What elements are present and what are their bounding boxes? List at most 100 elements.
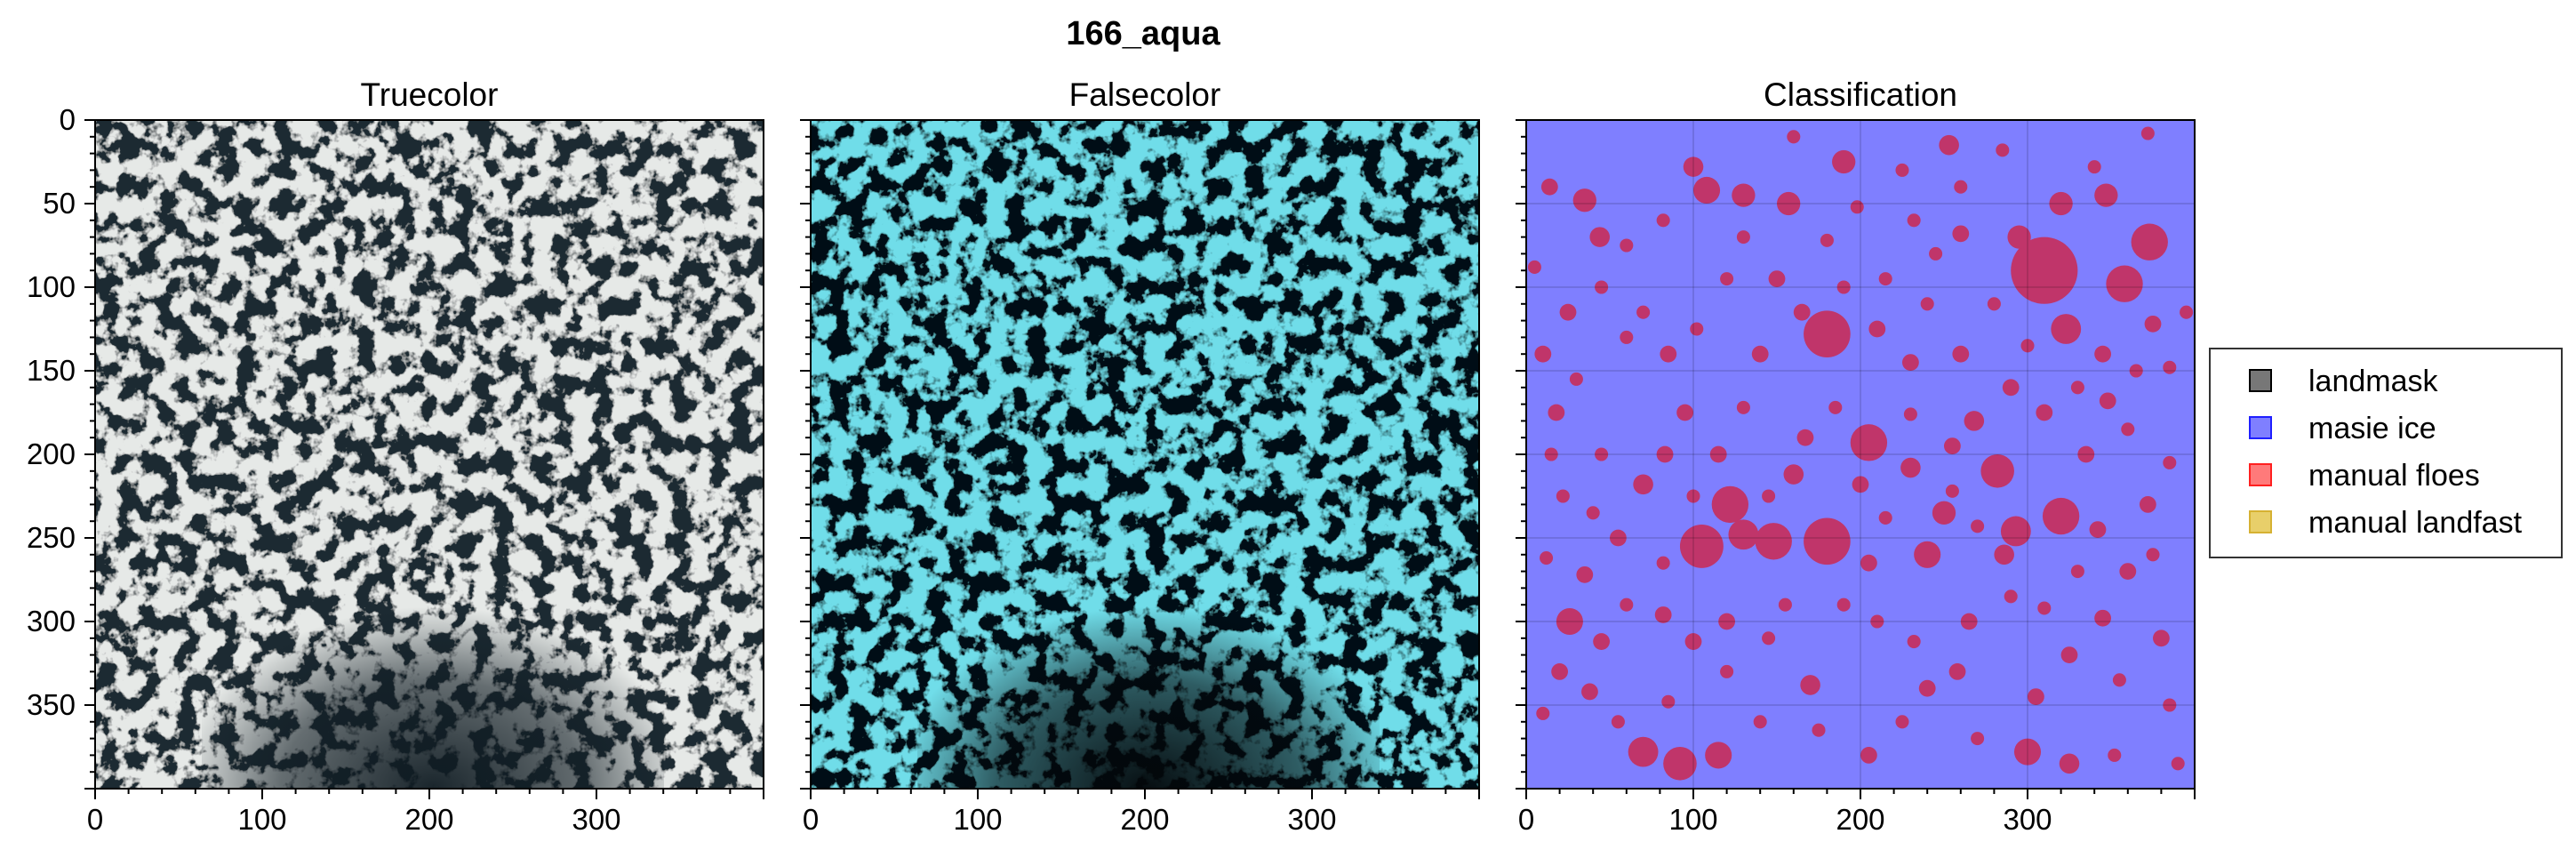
floe-mark	[1595, 447, 1609, 461]
floe-mark	[1548, 404, 1565, 421]
floe-mark	[1720, 272, 1734, 286]
floe-mark	[2094, 183, 2118, 207]
panel-title: Truecolor	[361, 76, 499, 113]
floe-mark	[1907, 213, 1921, 228]
floe-mark	[1586, 506, 1600, 520]
floe-mark	[1954, 180, 1968, 194]
floe-mark	[1836, 597, 1851, 612]
floe-mark	[2028, 688, 2044, 705]
y-tick-label: 200	[27, 437, 76, 470]
floe-mark	[1812, 723, 1826, 737]
floe-mark	[1878, 510, 1892, 525]
y-tick-label: 100	[27, 270, 76, 303]
floe-mark	[2037, 601, 2052, 615]
floe-mark	[1654, 606, 1672, 623]
floe-mark	[1705, 742, 1732, 769]
legend-swatch	[2249, 510, 2272, 533]
floe-mark	[1633, 474, 1653, 495]
floe-mark	[2000, 516, 2031, 547]
floe-mark	[1762, 489, 1776, 503]
floe-mark	[2112, 673, 2126, 687]
floe-mark	[2013, 738, 2042, 766]
panels: Truecolor 0 100 200 300 0 50 100 150 200 250 300 350…	[27, 76, 2196, 836]
x-tick-label: 300	[1287, 803, 1336, 836]
floe-mark	[1907, 635, 1921, 649]
floe-mark	[2131, 223, 2168, 261]
floe-mark	[2036, 404, 2053, 421]
floe-mark	[1828, 400, 1843, 414]
legend-label: landmask	[2308, 365, 2439, 398]
floe-mark	[1661, 694, 1676, 709]
floe-mark	[1709, 445, 1727, 463]
floe-mark	[1895, 715, 1909, 729]
floe-mark	[1952, 225, 1970, 243]
floe-mark	[1676, 404, 1693, 421]
floe-mark	[2108, 748, 2122, 762]
floe-mark	[1778, 597, 1792, 612]
x-tick-label: 200	[1120, 803, 1169, 836]
floe-mark	[2119, 563, 2137, 580]
floe-mark	[2004, 589, 2018, 604]
floe-mark	[2094, 609, 2112, 627]
floe-mark	[1980, 454, 2014, 488]
floe-mark	[2087, 160, 2101, 174]
floe-mark	[1611, 715, 1625, 729]
floe-mark	[1945, 484, 1959, 498]
floe-mark	[1783, 464, 1804, 485]
x-tick-label: 100	[1668, 803, 1717, 836]
floe-mark	[1732, 183, 1756, 207]
floe-mark	[1728, 519, 1759, 550]
floe-mark	[1832, 149, 1856, 174]
floe-mark	[1595, 280, 1609, 294]
x-tick-label: 200	[1836, 803, 1884, 836]
floe-mark	[2121, 422, 2135, 437]
floe-mark	[1850, 424, 1888, 461]
x-tick-label: 100	[237, 803, 286, 836]
floe-mark	[1895, 163, 1909, 177]
panel-truecolor: Truecolor 0 100 200 300 0 50 100 150 200 250 300 350	[27, 76, 764, 836]
figure-title: 166_aqua	[1066, 15, 1220, 52]
floe-mark	[2099, 392, 2116, 410]
legend-entry: landmask	[2249, 365, 2439, 398]
floe-mark	[2163, 455, 2177, 469]
floe-mark	[1920, 297, 1934, 311]
legend-entry: manual landfast	[2249, 506, 2523, 540]
floe-mark	[1593, 633, 1610, 650]
floe-mark	[1686, 489, 1700, 503]
floe-mark	[1800, 675, 1820, 695]
floe-mark	[2106, 265, 2143, 302]
floe-mark	[1690, 322, 1704, 336]
floe-mark	[2146, 548, 2160, 562]
floe-mark	[1660, 345, 1677, 363]
panel-title: Classification	[1764, 76, 1957, 113]
x-tick-label: 300	[572, 803, 620, 836]
legend-label: manual landfast	[2308, 506, 2523, 540]
floe-mark	[1804, 517, 1851, 565]
legend-swatch	[2249, 416, 2272, 439]
floe-mark	[1878, 272, 1892, 286]
y-tick-label: 50	[43, 187, 76, 220]
floe-mark	[1987, 297, 2001, 311]
legend-entry: masie ice	[2249, 412, 2436, 445]
floe-mark	[1536, 706, 1550, 720]
floe-mark	[2011, 237, 2078, 304]
floe-mark	[1736, 400, 1750, 414]
floe-mark	[1971, 519, 1985, 533]
x-tick-label: 100	[953, 803, 1002, 836]
floe-mark	[1932, 501, 1956, 525]
floe-mark	[1850, 200, 1864, 214]
floe-mark	[2163, 698, 2177, 712]
floe-mark	[2060, 646, 2078, 663]
y-tick-label: 250	[27, 521, 76, 554]
legend-label: manual floes	[2308, 459, 2480, 493]
floe-mark	[1939, 134, 1959, 156]
floe-mark	[2042, 497, 2080, 535]
floe-mark	[1793, 303, 1811, 321]
floe-mark	[1787, 130, 1801, 144]
floe-mark	[2051, 314, 2082, 344]
floe-mark	[2007, 225, 2031, 249]
floe-mark	[1620, 238, 1634, 253]
floe-mark	[1576, 565, 1594, 583]
floe-mark	[2070, 381, 2084, 395]
